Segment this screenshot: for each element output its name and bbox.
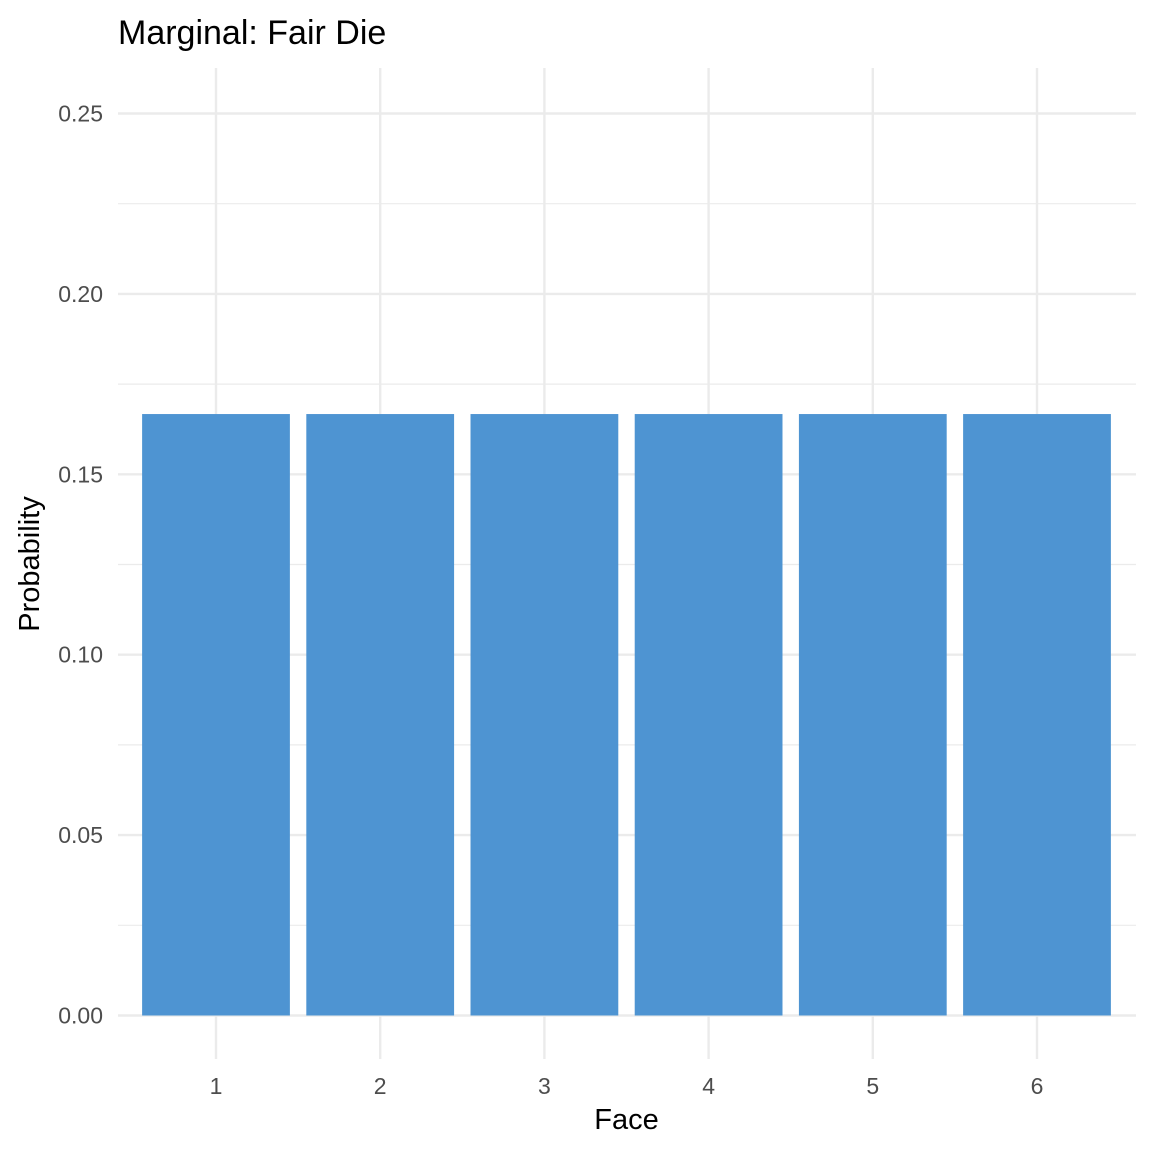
bar-face-2	[306, 414, 455, 1016]
x-tick-label: 4	[702, 1073, 715, 1099]
y-tick-label: 0.20	[58, 281, 103, 307]
chart-title: Marginal: Fair Die	[118, 14, 386, 52]
x-tick-label: 1	[210, 1073, 223, 1099]
bars	[142, 414, 1111, 1016]
x-tick-label: 5	[866, 1073, 879, 1099]
y-tick-label: 0.15	[58, 461, 103, 487]
bar-face-1	[142, 414, 290, 1016]
y-tick-label: 0.25	[58, 101, 103, 127]
x-axis-title: Face	[594, 1104, 658, 1136]
bar-face-4	[634, 414, 783, 1016]
bar-face-6	[963, 414, 1111, 1016]
y-tick-label: 0.00	[58, 1003, 103, 1029]
x-tick-label: 2	[374, 1073, 387, 1099]
bar-face-5	[798, 414, 947, 1016]
bar-face-3	[470, 414, 619, 1016]
x-tick-label: 3	[538, 1073, 551, 1099]
y-axis-title: Probability	[14, 496, 46, 632]
x-axis-tick-labels: 1 2 3 4 5 6	[210, 1073, 1044, 1099]
y-axis-tick-labels: 0.00 0.05 0.10 0.15 0.20 0.25	[58, 101, 103, 1029]
y-tick-label: 0.05	[58, 822, 103, 848]
y-tick-label: 0.10	[58, 642, 103, 668]
x-tick-label: 6	[1031, 1073, 1044, 1099]
